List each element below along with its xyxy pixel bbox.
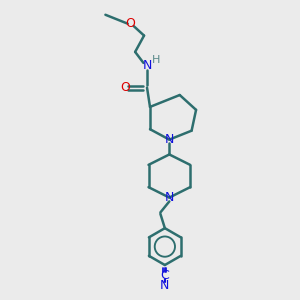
Text: O: O	[126, 17, 136, 30]
Text: C: C	[160, 269, 169, 282]
Text: N: N	[165, 191, 174, 204]
Text: H: H	[152, 55, 161, 65]
Text: N: N	[160, 279, 170, 292]
Text: N: N	[165, 133, 174, 146]
Text: O: O	[120, 81, 130, 94]
Text: N: N	[142, 59, 152, 72]
